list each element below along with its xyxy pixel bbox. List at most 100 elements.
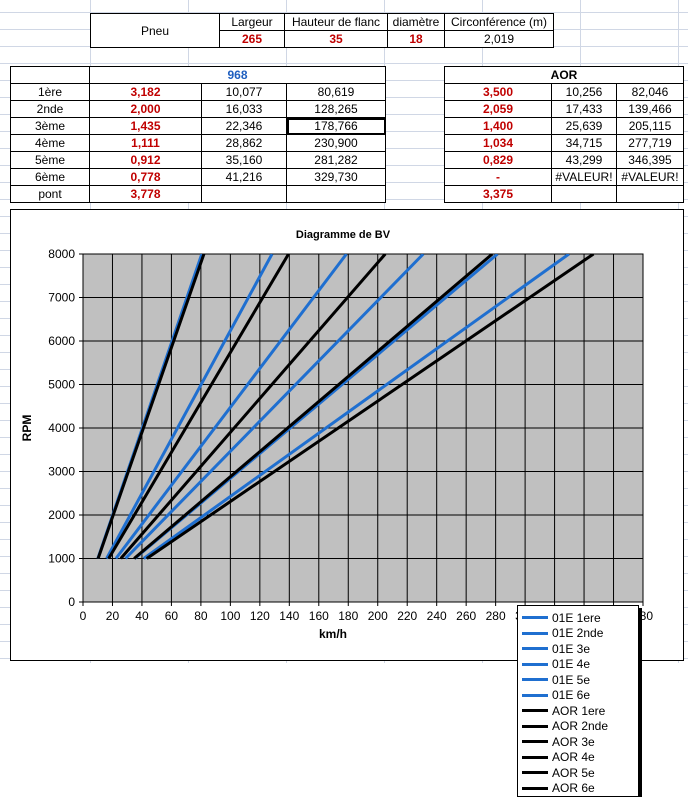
table968-speed[interactable]: 35,160 [201, 151, 287, 169]
legend-item[interactable]: 01E 2nde [522, 626, 638, 642]
gearbox-968-table: 968 1ère 3,182 10,077 80,619 2nde 2,000 16,033… [10, 66, 386, 203]
tableAOR-speed[interactable] [551, 185, 617, 203]
x-tick-label: 200 [368, 609, 388, 623]
x-tick-label: 280 [486, 609, 506, 623]
tire-value-diametre[interactable]: 18 [387, 30, 445, 48]
tire-header-circonference[interactable]: Circonférence (m) [444, 13, 554, 31]
legend-label: 01E 3e [552, 641, 591, 656]
tableAOR-speed[interactable]: 34,715 [551, 134, 617, 152]
table968-ratio[interactable]: 2,000 [89, 100, 202, 118]
tableAOR-max[interactable]: 205,115 [616, 117, 684, 135]
y-tick-label: 4000 [48, 421, 75, 435]
table968-speed[interactable]: 16,033 [201, 100, 287, 118]
tableAOR-ratio[interactable]: 3,500 [444, 83, 552, 101]
series-line-aor-1ere [96, 254, 206, 559]
tableAOR-title[interactable]: AOR [444, 66, 684, 84]
tire-value-circonference[interactable]: 2,019 [444, 30, 554, 48]
table968-max[interactable]: 178,766 [286, 117, 386, 135]
table968-ratio[interactable]: 0,778 [89, 168, 202, 186]
table968-title[interactable]: 968 [89, 66, 386, 84]
table968-ratio[interactable]: 1,111 [89, 134, 202, 152]
tableAOR-max[interactable]: 82,046 [616, 83, 684, 101]
x-tick-label: 20 [106, 609, 120, 623]
legend-item[interactable]: 01E 3e [522, 641, 638, 657]
tableAOR-row: 1,034 34,715 277,719 [444, 134, 684, 152]
tableAOR-max[interactable]: 139,466 [616, 100, 684, 118]
legend-item[interactable]: AOR 6e [522, 781, 638, 797]
tableAOR-ratio[interactable]: 1,400 [444, 117, 552, 135]
chart-legend[interactable]: 01E 1ere 01E 2nde 01E 3e 01E 4e 01E 5e 01E 6e… [517, 605, 639, 797]
legend-item[interactable]: AOR 4e [522, 750, 638, 766]
tableAOR-max[interactable]: 346,395 [616, 151, 684, 169]
tableAOR-row: 0,829 43,299 346,395 [444, 151, 684, 169]
tire-header-hauteur[interactable]: Hauteur de flanc [284, 13, 388, 31]
tableAOR-max[interactable]: 277,719 [616, 134, 684, 152]
table968-max[interactable]: 128,265 [286, 100, 386, 118]
tire-header-pneu[interactable]: Pneu [90, 13, 220, 48]
table968-ratio[interactable]: 1,435 [89, 117, 202, 135]
series-line-aor-4e [133, 254, 494, 560]
table968-max[interactable] [286, 185, 386, 203]
legend-swatch [522, 631, 548, 635]
tableAOR-ratio[interactable]: 3,375 [444, 185, 552, 203]
tableAOR-max[interactable] [616, 185, 684, 203]
table968-gear-label[interactable]: 1ère [10, 83, 90, 101]
legend-swatch [522, 771, 548, 775]
legend-item[interactable]: 01E 4e [522, 657, 638, 673]
legend-item[interactable]: AOR 1ere [522, 703, 638, 719]
table968-ratio[interactable]: 3,778 [89, 185, 202, 203]
legend-item[interactable]: AOR 2nde [522, 719, 638, 735]
x-tick-label: 240 [427, 609, 447, 623]
chart-area[interactable]: 0 20 40 60 80 100 120 140 160 180 200 220 240 260 280 3… [10, 209, 684, 797]
table968-speed[interactable] [201, 185, 287, 203]
table968-ratio[interactable]: 0,912 [89, 151, 202, 169]
table968-max[interactable]: 80,619 [286, 83, 386, 101]
table968-gear-label[interactable]: 4ème [10, 134, 90, 152]
table968-gear-label[interactable]: pont [10, 185, 90, 203]
tire-header-diametre[interactable]: diamètre [387, 13, 445, 31]
tableAOR-row: 2,059 17,433 139,466 [444, 100, 684, 118]
tableAOR-speed[interactable]: 10,256 [551, 83, 617, 101]
legend-label: AOR 2nde [552, 719, 609, 734]
legend-item[interactable]: 01E 6e [522, 688, 638, 704]
table968-speed[interactable]: 22,346 [201, 117, 287, 135]
tableAOR-ratio[interactable]: 0,829 [444, 151, 552, 169]
legend-item[interactable]: 01E 1ere [522, 610, 638, 626]
table968-speed[interactable]: 28,862 [201, 134, 287, 152]
x-tick-label: 220 [397, 609, 417, 623]
tire-header-largeur[interactable]: Largeur [219, 13, 285, 31]
tableAOR-ratio[interactable]: 2,059 [444, 100, 552, 118]
legend-item[interactable]: AOR 5e [522, 765, 638, 781]
legend-item[interactable]: AOR 3e [522, 734, 638, 750]
table968-gear-label[interactable]: 6ème [10, 168, 90, 186]
chart-title: Diagramme de BV [296, 229, 391, 241]
x-tick-label: 60 [165, 609, 179, 623]
tableAOR-max[interactable]: #VALEUR! [616, 168, 684, 186]
tableAOR-speed[interactable]: 17,433 [551, 100, 617, 118]
tableAOR-ratio[interactable]: 1,034 [444, 134, 552, 152]
legend-swatch [522, 693, 548, 697]
table968-ratio[interactable]: 3,182 [89, 83, 202, 101]
tire-value-hauteur[interactable]: 35 [284, 30, 388, 48]
tableAOR-speed[interactable]: #VALEUR! [551, 168, 617, 186]
tableAOR-ratio[interactable]: - [444, 168, 552, 186]
table968-max[interactable]: 230,900 [286, 134, 386, 152]
table968-gear-label[interactable]: 5ème [10, 151, 90, 169]
table968-max[interactable]: 281,282 [286, 151, 386, 169]
series-line-aor-2nde [107, 254, 290, 560]
table968-gear-label[interactable]: 3ème [10, 117, 90, 135]
table968-gear-label[interactable]: 2nde [10, 100, 90, 118]
table968-speed[interactable]: 41,216 [201, 168, 287, 186]
table968-speed[interactable]: 10,077 [201, 83, 287, 101]
tableAOR-speed[interactable]: 43,299 [551, 151, 617, 169]
table968-max[interactable]: 329,730 [286, 168, 386, 186]
legend-item[interactable]: 01E 5e [522, 672, 638, 688]
legend-swatch [522, 755, 548, 759]
table968-corner[interactable] [10, 66, 90, 84]
tableAOR-speed[interactable]: 25,639 [551, 117, 617, 135]
tire-value-largeur[interactable]: 265 [219, 30, 285, 48]
legend-swatch [522, 647, 548, 651]
tableAOR-row: 3,375 [444, 185, 684, 203]
y-tick-label: 8000 [48, 247, 75, 261]
legend-label: AOR 3e [552, 734, 595, 749]
